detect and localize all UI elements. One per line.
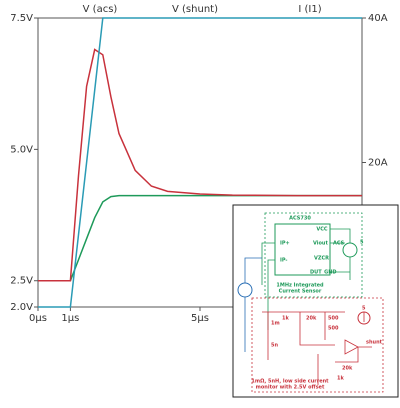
label: monitor with 2.5V offset (256, 385, 325, 391)
label: shunt (366, 340, 383, 346)
sensor-box (264, 212, 363, 298)
label: 20k (342, 366, 353, 372)
schematic-inset: ACS730 VCC IP+ Viout ACS 5 VZCR IP- DUT_… (232, 204, 399, 398)
label: 1m (271, 321, 280, 327)
series-line (38, 194, 362, 282)
label: VZCR (314, 256, 329, 262)
label: 5 (362, 306, 366, 312)
label: ACS (333, 241, 345, 247)
shunt-block: 1k 20k 500 5 1m 500 5n shunt 20k 1k 1mΩ,… (251, 297, 384, 393)
legend-label: I (I1) (298, 4, 321, 15)
label: 1mΩ, 5nH, low side current (251, 379, 329, 385)
legend-label: V (shunt) (172, 4, 218, 15)
shunt-wires (262, 311, 372, 385)
label: 20k (306, 316, 317, 322)
y-tick-label: 5.0V (10, 144, 33, 155)
label: 1k (282, 316, 289, 322)
y-tick-label: 7.5V (10, 13, 33, 24)
x-tick-label: 0µs (29, 313, 47, 324)
label: 1k (337, 376, 344, 382)
label: 1MHz Integrated (276, 283, 324, 289)
source-wires (244, 257, 262, 352)
label: ACS730 (289, 216, 311, 222)
sensor-block: ACS730 VCC IP+ Viout ACS 5 VZCR IP- DUT_… (261, 212, 364, 330)
y2-tick-label: 20A (368, 158, 388, 169)
label: 500 (328, 326, 339, 332)
legend-label: V (acs) (83, 4, 118, 15)
y-tick-label: 2.5V (10, 276, 33, 287)
wires (261, 228, 351, 330)
shunt-box (251, 297, 384, 393)
label: IP- (280, 258, 288, 264)
series-line (38, 48, 362, 282)
series-line (38, 17, 362, 308)
x-tick-label: 1µs (61, 313, 79, 324)
label: 5 (360, 240, 364, 246)
label: DUT_GND (310, 270, 337, 276)
y-tick-label: 2.0V (10, 302, 33, 313)
label: VCC (316, 227, 328, 233)
x-tick-label: 5µs (191, 313, 209, 324)
inset-frame (232, 204, 399, 398)
ic (274, 223, 331, 276)
label: Current Sensor (279, 289, 322, 295)
label: IP+ (280, 241, 290, 247)
label: Viout (313, 241, 328, 247)
y2-tick-label: 40A (368, 13, 388, 24)
offset-source (357, 311, 371, 325)
label: 500 (328, 316, 339, 322)
label: 5n (271, 343, 278, 349)
